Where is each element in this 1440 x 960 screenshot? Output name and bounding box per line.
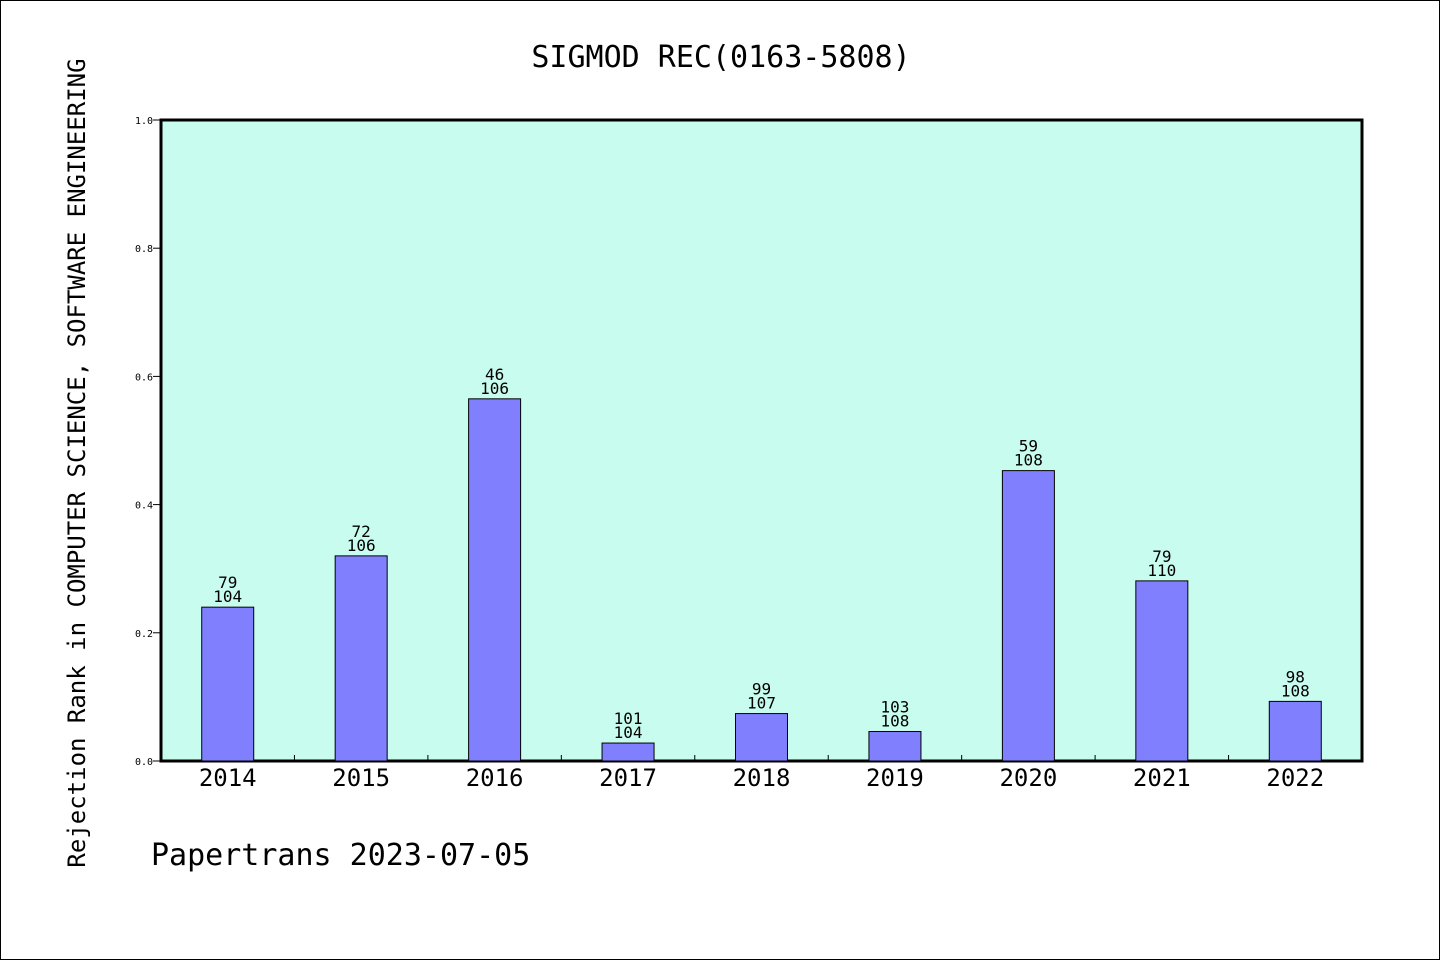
x-tick-label: 2014 <box>199 764 257 792</box>
x-tick-label: 2017 <box>599 764 657 792</box>
bar-2015 <box>334 555 388 762</box>
bar-2016 <box>468 398 522 762</box>
x-tick-label: 2020 <box>999 764 1057 792</box>
y-tick-label: 0.2 <box>135 629 153 640</box>
bar-rank-label: 79 <box>218 573 237 592</box>
y-tick-label: 0.8 <box>135 244 153 255</box>
x-axis-ticks: 2014 2015 2016 2017 2018 2019 2020 2021 2022 <box>199 755 1324 792</box>
y-tick-label: 0.4 <box>135 501 153 512</box>
bar-2022 <box>1268 700 1322 762</box>
bar-rank-label: 103 <box>880 698 909 717</box>
bar-2021 <box>1135 580 1189 762</box>
chart-title: SIGMOD REC(0163-5808) <box>531 40 910 75</box>
bar-2020 <box>1001 470 1055 762</box>
bar-total-label: 107 <box>747 694 776 713</box>
y-tick-label: 0.6 <box>135 372 153 383</box>
bar-total-label: 104 <box>213 587 242 606</box>
x-tick-label: 2019 <box>866 764 924 792</box>
bar-2019 <box>868 731 922 762</box>
x-tick-label: 2018 <box>733 764 791 792</box>
bar-rank-label: 79 <box>1152 547 1171 566</box>
x-tick-label: 2021 <box>1133 764 1191 792</box>
bar-2017 <box>601 742 655 762</box>
x-tick-label: 2016 <box>466 764 524 792</box>
bar-rank-label: 59 <box>1019 437 1038 456</box>
x-tick-label: 2015 <box>332 764 390 792</box>
footer-date-text: Papertrans 2023-07-05 <box>151 838 530 873</box>
bar-total-label: 108 <box>880 712 909 731</box>
bar-rank-label: 72 <box>352 522 371 541</box>
x-tick-label: 2022 <box>1266 764 1324 792</box>
y-tick-label: 1.0 <box>135 116 153 127</box>
bar-rank-label: 46 <box>485 365 504 384</box>
bar-total-label: 108 <box>1281 681 1310 700</box>
bar-2018 <box>735 713 788 762</box>
y-axis-ticks: 0.0 0.2 0.4 0.6 0.8 1.0 <box>135 116 161 768</box>
bar-total-label: 104 <box>614 723 643 742</box>
bar-rank-label: 98 <box>1286 667 1305 686</box>
bar-total-label: 108 <box>1014 451 1043 470</box>
y-axis-label: Rejection Rank in COMPUTER SCIENCE, SOFT… <box>63 58 91 867</box>
y-tick-label: 0.0 <box>135 757 153 768</box>
bars-group <box>201 398 1322 762</box>
bar-total-label: 106 <box>480 379 509 398</box>
bar-2014 <box>201 606 255 762</box>
bar-total-label: 106 <box>347 536 376 555</box>
bar-rank-label: 101 <box>614 709 643 728</box>
bar-total-label: 110 <box>1147 561 1176 580</box>
bar-rank-label: 99 <box>752 680 771 699</box>
